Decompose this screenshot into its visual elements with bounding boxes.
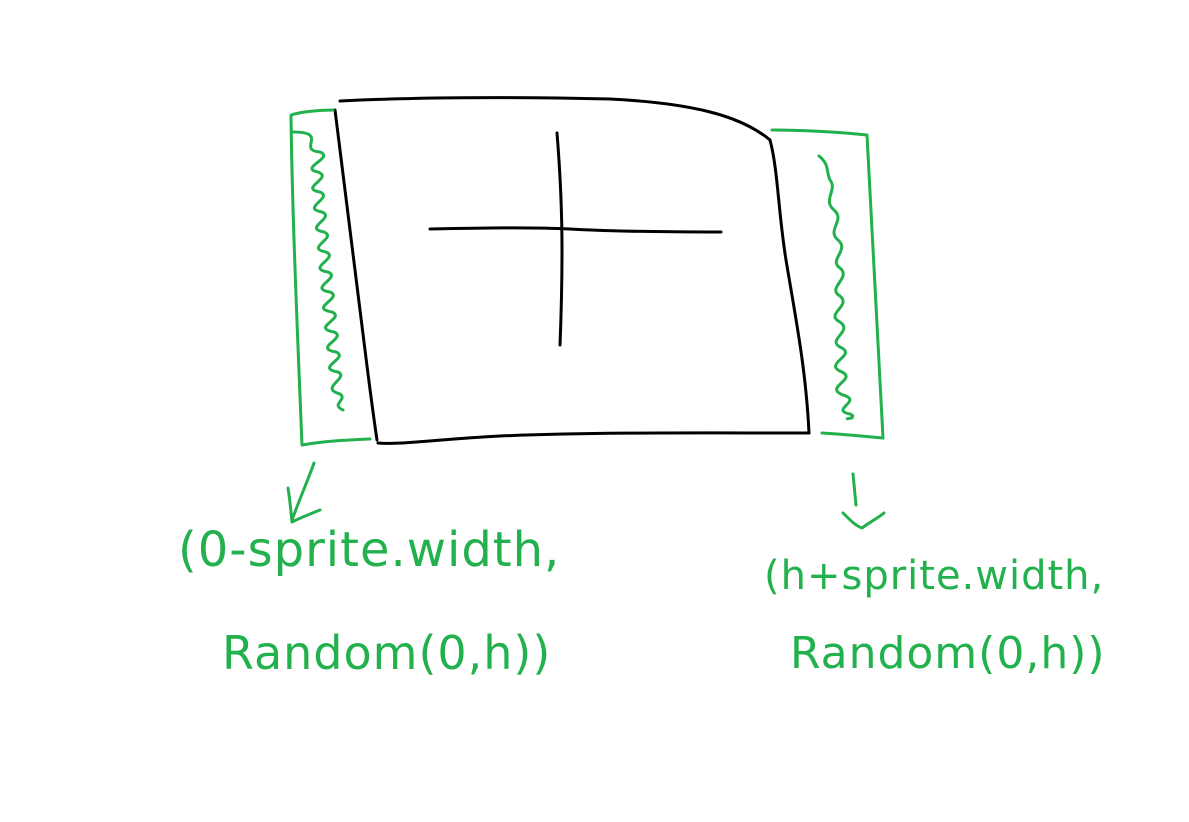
left-spawn-zone — [286, 108, 372, 524]
left-arrow-icon — [286, 461, 322, 524]
screen-right-edge — [768, 138, 811, 435]
screen-bottom-edge — [376, 431, 811, 445]
center-crosshair — [428, 131, 723, 347]
left-zone-squiggle — [291, 130, 345, 412]
right-spawn-zone — [770, 128, 886, 530]
right-label-line2: Random(0,h)) — [790, 628, 1106, 679]
left-label-line2: Random(0,h)) — [222, 626, 552, 680]
screen-rectangle — [333, 96, 811, 445]
right-zone-outline — [770, 128, 885, 440]
right-label-line1: (h+sprite.width, — [764, 553, 1105, 599]
left-zone-outline — [289, 108, 372, 447]
right-arrow-icon — [841, 472, 886, 530]
crosshair-horizontal — [428, 226, 723, 234]
screen-top-edge — [338, 96, 772, 142]
right-zone-squiggle — [817, 154, 855, 421]
screen-left-edge — [333, 108, 379, 442]
left-label-line1: (0-sprite.width, — [178, 522, 561, 578]
crosshair-vertical — [555, 131, 564, 347]
